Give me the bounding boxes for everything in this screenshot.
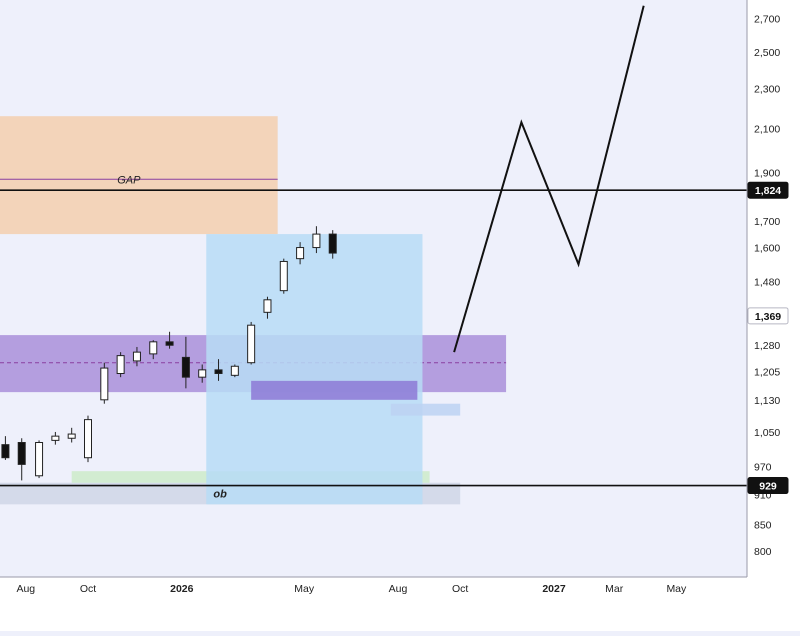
candle-body-2: [1, 444, 10, 459]
candle-body-7: [84, 419, 92, 459]
y-tick-label: 800: [754, 546, 772, 558]
candle-body-18: [263, 299, 272, 313]
candle-body-9: [116, 355, 125, 374]
candle-body-10: [132, 351, 141, 362]
y-tick-label: 1,205: [754, 367, 780, 379]
candle-body-17: [247, 324, 256, 364]
x-tick-label: Oct: [452, 583, 468, 595]
zone-label-ob: ob: [213, 489, 227, 501]
zone-5: [251, 380, 418, 400]
zone-labels: GAP ob: [117, 174, 227, 500]
candle-body-16: [230, 365, 239, 376]
price-label-box-929: [747, 477, 789, 495]
y-tick-label: 850: [754, 519, 772, 531]
zone-6: [390, 403, 461, 416]
forecast-line: [453, 5, 645, 353]
zone-0: [0, 116, 278, 235]
price-labels: 1,824 1,369 929: [747, 181, 789, 495]
y-tick-label: 1,480: [754, 277, 780, 289]
candle-body-19: [279, 260, 288, 292]
x-tick-label: Aug: [389, 583, 408, 595]
y-axis[interactable]: 2,700 2,500 2,300 2,100 1,900 1,700 1,600 1,480…: [754, 14, 780, 559]
y-tick-label: 970: [754, 462, 772, 474]
y-tick-label: 2,100: [754, 124, 780, 136]
price-label-box-1824: [747, 181, 789, 199]
price-label-1369: 1,369: [755, 311, 781, 323]
candle-body-22: [328, 233, 337, 254]
price-label-929: 929: [759, 481, 777, 493]
y-tick-label: 1,600: [754, 243, 780, 255]
y-tick-label: 1,050: [754, 427, 780, 439]
candle-body-12: [165, 341, 174, 346]
time-axis-background[interactable]: [0, 577, 800, 631]
x-axis[interactable]: Aug Oct 2026 May Aug Oct 2027 Mar May: [16, 583, 687, 595]
candle-body-14: [198, 369, 207, 378]
y-tick-label: 1,700: [754, 216, 780, 228]
candle-body-20: [296, 247, 305, 260]
forecast-path: [453, 5, 645, 353]
candle-body-21: [312, 233, 321, 249]
candle-body-4: [35, 442, 44, 477]
candles: [1, 226, 337, 481]
zone-label-gap: GAP: [117, 174, 141, 186]
candle-body-5: [51, 435, 60, 441]
y-tick-label: 1,900: [754, 167, 780, 179]
x-tick-label: Aug: [16, 583, 35, 595]
candle-body-8: [100, 367, 109, 401]
price-label-box-1369: [747, 307, 789, 325]
x-tick-label: May: [666, 583, 687, 595]
x-tick-label: 2026: [170, 583, 194, 595]
y-tick-label: 1,130: [754, 395, 780, 407]
y-tick-label: 2,500: [754, 47, 780, 59]
y-tick-label: 2,300: [754, 84, 780, 96]
y-tick-label: 2,700: [754, 14, 780, 26]
zone-4: [206, 234, 423, 505]
candle-body-13: [181, 356, 190, 378]
x-tick-label: May: [294, 583, 315, 595]
x-tick-label: Oct: [80, 583, 96, 595]
zones: [0, 116, 507, 505]
candle-body-11: [149, 341, 158, 355]
candle-body-3: [17, 442, 26, 465]
y-tick-label: 1,280: [754, 340, 780, 352]
x-tick-label: Mar: [605, 583, 624, 595]
candle-body-15: [214, 369, 223, 374]
candle-body-6: [67, 433, 76, 439]
price-label-1824: 1,824: [755, 185, 781, 197]
levels: [0, 189, 747, 487]
x-tick-label: 2027: [542, 583, 566, 595]
